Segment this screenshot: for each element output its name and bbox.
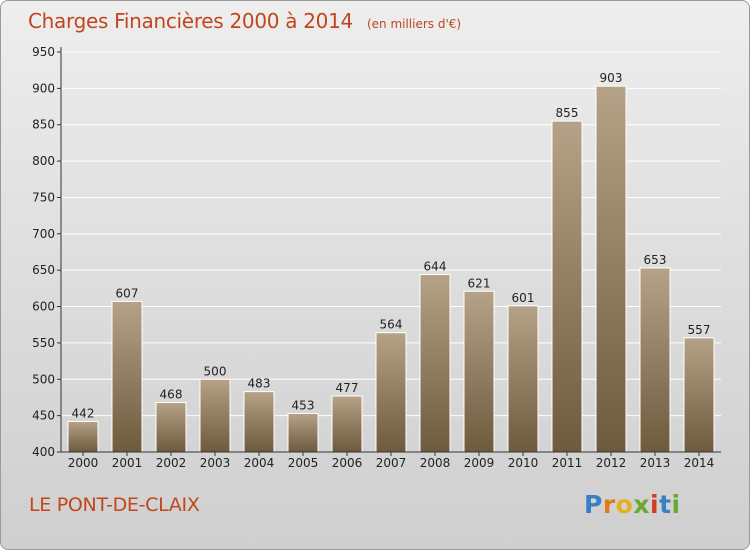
axes: 400 450 500 550 600 650 700 750 800 850 900 950 2000… (32, 45, 721, 470)
data-label-2000: 442 (72, 406, 95, 420)
x-tick-label-2004: 2004 (244, 456, 275, 470)
y-tick-label: 950 (32, 45, 55, 59)
y-tick-label: 450 (32, 409, 55, 423)
data-label-2011: 855 (556, 106, 579, 120)
bar-2009 (463, 290, 495, 453)
brand-letter: r (602, 490, 616, 519)
data-label-2013: 653 (644, 253, 667, 267)
commune-name: LE PONT-DE-CLAIX (29, 494, 200, 516)
chart-subtitle: (en milliers d'€) (366, 17, 462, 31)
x-tick-label-2009: 2009 (464, 456, 495, 470)
bar-2002 (155, 402, 187, 453)
brand-letter: o (615, 490, 634, 519)
bar-2005 (287, 412, 319, 453)
y-tick-label: 600 (32, 300, 55, 314)
bar-2004 (243, 391, 275, 453)
data-label-2001: 607 (116, 286, 139, 300)
data-label-2004: 483 (248, 377, 271, 391)
data-label-2003: 500 (204, 364, 227, 378)
x-tick-label-2013: 2013 (640, 456, 671, 470)
x-tick-label-2012: 2012 (596, 456, 627, 470)
data-label-2010: 601 (512, 291, 535, 305)
x-tick-label-2011: 2011 (552, 456, 583, 470)
bar-2011 (551, 120, 583, 453)
bar-2014 (683, 337, 715, 453)
bar-2003 (199, 378, 231, 453)
x-tick-label-2002: 2002 (156, 456, 187, 470)
x-tick-label-2014: 2014 (684, 456, 715, 470)
data-label-2005: 453 (292, 398, 315, 412)
title-row: Charges Financières 2000 à 2014 (en milli… (28, 9, 461, 33)
brand-letter: i (671, 490, 681, 519)
data-label-2008: 644 (424, 260, 447, 274)
x-tick-label-2001: 2001 (112, 456, 143, 470)
y-tick-label: 750 (32, 190, 55, 204)
brand-letter: P (584, 490, 603, 519)
data-label-2002: 468 (160, 388, 183, 402)
bar-2008 (419, 274, 451, 453)
data-label-2014: 557 (688, 323, 711, 337)
y-tick-label: 850 (32, 118, 55, 132)
x-tick-label-2005: 2005 (288, 456, 319, 470)
chart-title: Charges Financières 2000 à 2014 (28, 9, 353, 33)
data-label-2006: 477 (336, 381, 359, 395)
bar-2006 (331, 395, 363, 453)
y-tick-label: 650 (32, 263, 55, 277)
x-tick-label-2008: 2008 (420, 456, 451, 470)
brand-letter: t (659, 490, 672, 519)
data-labels: 442 607 468 500 483 453 477 564 644 621 601 855 903 6… (72, 71, 711, 420)
y-tick-label: 400 (32, 445, 55, 459)
bar-2001 (111, 300, 143, 453)
x-tick-label-2003: 2003 (200, 456, 231, 470)
x-tick-label-2000: 2000 (68, 456, 99, 470)
brand-letter: x (633, 490, 650, 519)
x-tick-label-2006: 2006 (332, 456, 363, 470)
x-tick-label-2007: 2007 (376, 456, 407, 470)
y-tick-label: 800 (32, 154, 55, 168)
brand-logo: Proxiti (584, 490, 681, 519)
data-label-2007: 564 (380, 318, 403, 332)
bars (67, 85, 715, 453)
y-tick-label: 500 (32, 372, 55, 386)
x-tick-label-2010: 2010 (508, 456, 539, 470)
y-tick-label: 550 (32, 336, 55, 350)
bar-2010 (507, 305, 539, 453)
y-tick-label: 900 (32, 81, 55, 95)
bar-2013 (639, 267, 671, 453)
bar-2007 (375, 332, 407, 453)
y-tick-label: 700 (32, 227, 55, 241)
brand-letter: i (650, 490, 660, 519)
bar-2000 (67, 420, 99, 453)
bar-2012 (595, 85, 627, 453)
data-label-2009: 621 (468, 276, 491, 290)
data-label-2012: 903 (600, 71, 623, 85)
